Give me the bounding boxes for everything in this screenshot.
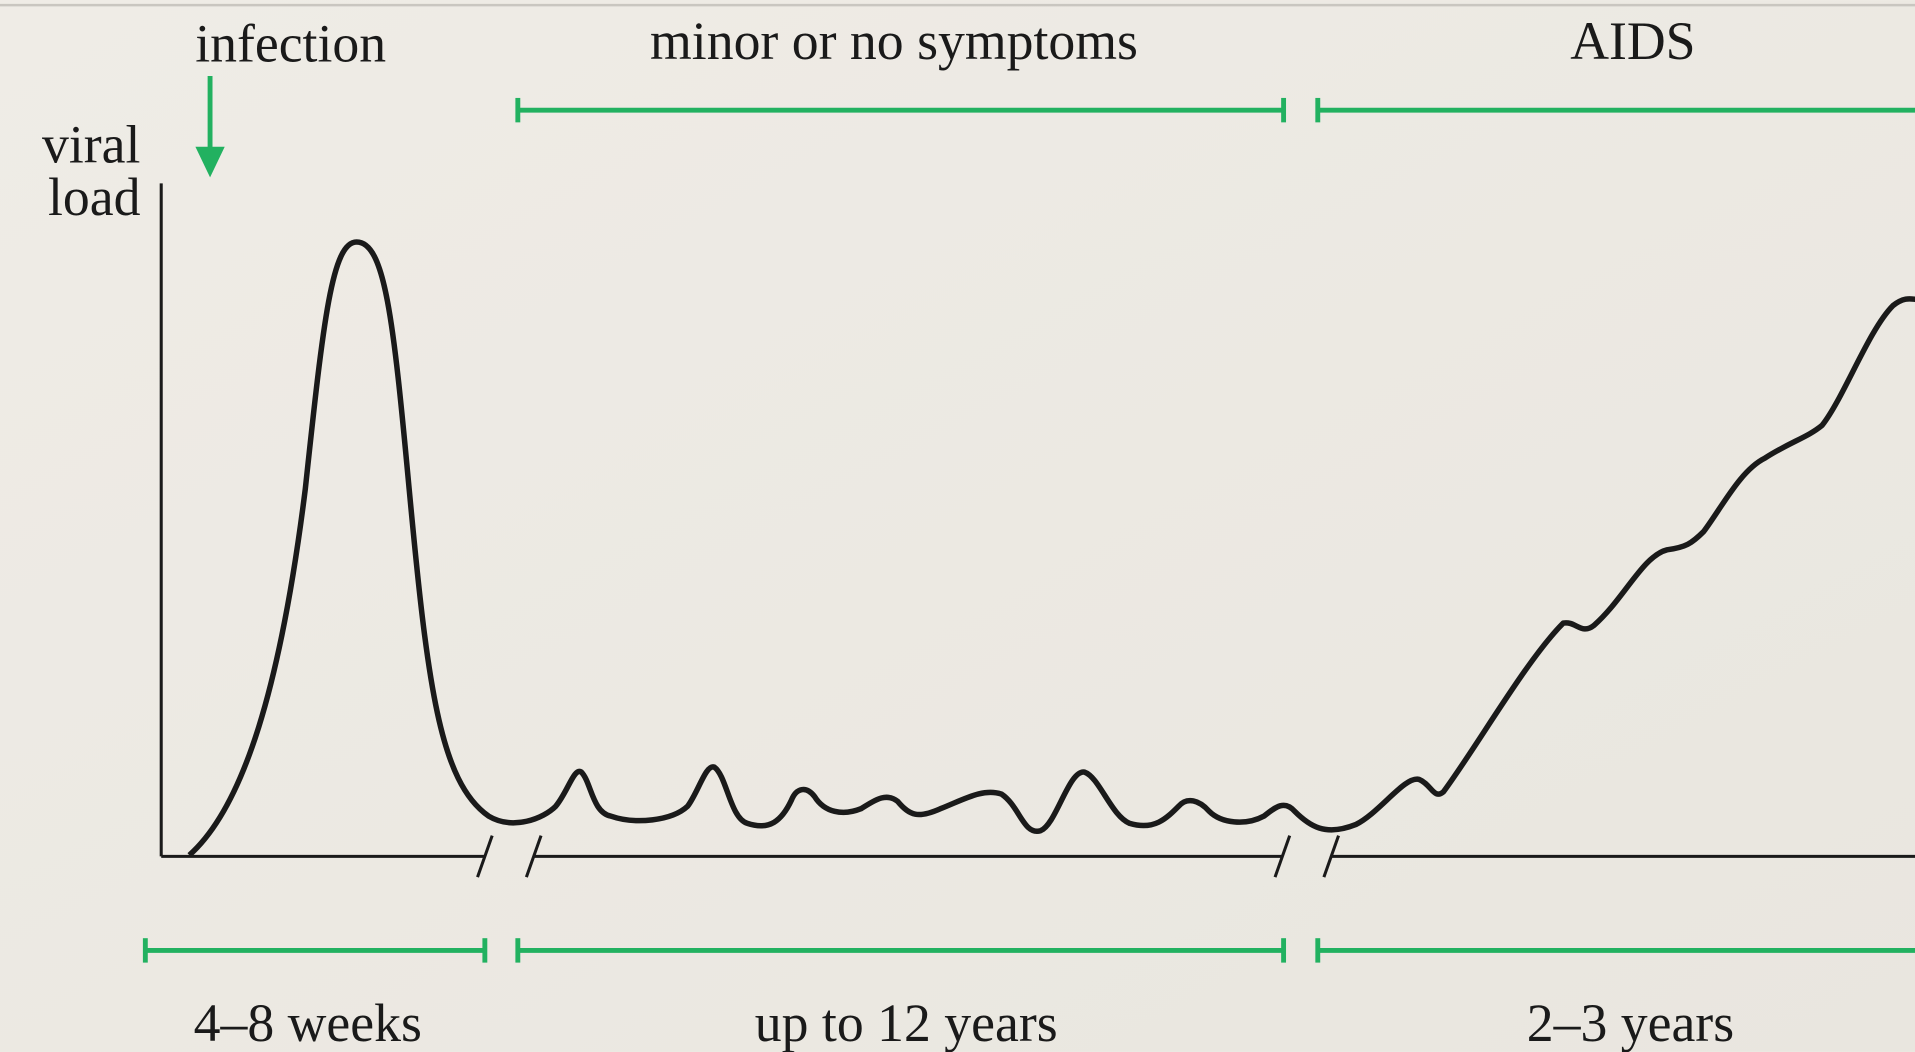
top-range-bars [515, 97, 1915, 123]
duration-label: up to 12 years [755, 993, 1058, 1052]
y-axis-label: viral [42, 115, 140, 175]
event-label: AIDS [1570, 11, 1695, 71]
event-label: infection [195, 13, 386, 73]
viral-load-curve [187, 239, 1915, 858]
duration-bars [142, 938, 1915, 963]
y-axis-label: load [48, 167, 141, 227]
axes [159, 183, 1915, 878]
duration-label: 4–8 weeks [194, 993, 422, 1052]
duration-label: 2–3 years [1527, 993, 1734, 1052]
infection-arrow [195, 75, 225, 178]
event-label: minor or no symptoms [650, 11, 1138, 71]
